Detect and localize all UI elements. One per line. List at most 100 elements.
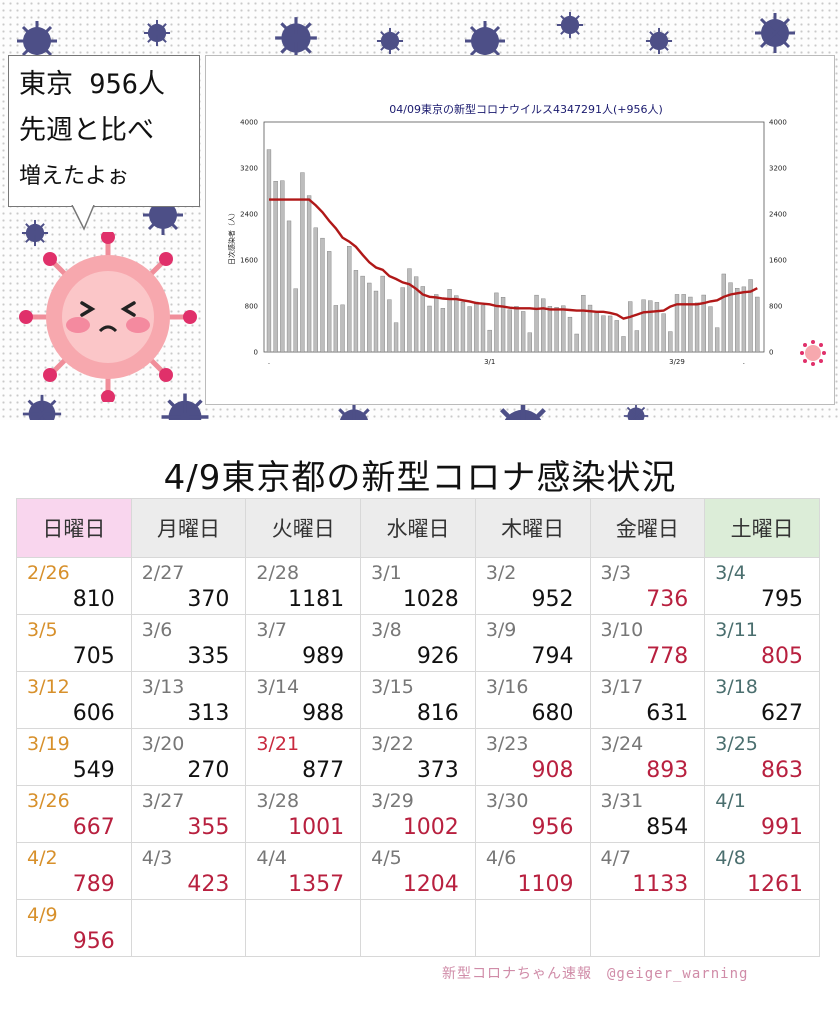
cell-value: 908	[531, 758, 574, 783]
bar	[347, 245, 352, 353]
weekday-header: 日曜日	[16, 498, 132, 558]
y-tick-label-right: 1600	[769, 257, 787, 265]
bubble-line-2: 先週と比べ	[19, 115, 154, 146]
y-axis-label: 日次感染者（人）	[227, 209, 236, 265]
bar	[527, 332, 532, 353]
day-cell: 3/7 989	[245, 614, 362, 672]
bar	[353, 270, 359, 353]
bar	[360, 275, 365, 353]
cell-value: 1204	[402, 872, 459, 897]
table-row: 4/2 789 4/3 423 4/4 1357 4/5 1204 4/6 1109 4/7 1133…	[16, 842, 820, 900]
bar	[427, 305, 432, 353]
cell-value: 794	[531, 644, 574, 669]
virus-icon	[143, 19, 171, 47]
cell-date: 3/24	[600, 733, 644, 755]
bar	[300, 172, 305, 353]
bar	[407, 268, 412, 353]
bar	[494, 292, 499, 353]
small-virus-icon	[800, 340, 826, 366]
day-cell: 3/28 1001	[245, 785, 362, 843]
virus-icon	[275, 17, 317, 59]
day-cell: 3/15 816	[360, 671, 476, 729]
day-cell: 4/2 789	[16, 842, 132, 900]
bar	[367, 282, 372, 353]
bar	[273, 181, 278, 353]
cell-value: 370	[187, 587, 230, 612]
status-table-panel: 4/9東京都の新型コロナ感染状況 日曜日 月曜日 火曜日 水曜日 木曜日 金曜日 土曜日 2…	[0, 420, 840, 1024]
virus-icon	[376, 27, 404, 55]
day-cell: 3/13 313	[130, 671, 247, 729]
weekday-header: 火曜日	[245, 498, 362, 558]
cell-date: 4/9	[27, 904, 58, 926]
day-cell: 4/9 956	[16, 899, 132, 957]
bar	[694, 302, 700, 353]
day-cell	[474, 899, 591, 957]
cell-value: 313	[187, 701, 230, 726]
y-tick-label-left: 800	[245, 303, 258, 311]
day-cell: 3/23 908	[474, 728, 591, 786]
bar	[628, 301, 633, 353]
day-cell: 4/7 1133	[589, 842, 706, 900]
bar	[500, 297, 506, 353]
cell-value: 736	[646, 587, 689, 612]
bar	[420, 286, 425, 353]
cell-date: 3/9	[485, 619, 517, 641]
weekday-header: 土曜日	[704, 498, 820, 558]
cell-value: 549	[72, 758, 115, 783]
bar	[434, 294, 439, 353]
bar	[373, 290, 379, 353]
bar	[668, 331, 673, 353]
weekday-header: 木曜日	[474, 498, 591, 558]
bar	[755, 296, 760, 353]
cell-value: 893	[646, 758, 689, 783]
y-tick-label-left: 1600	[240, 257, 258, 265]
table-row: 4/9 956	[16, 899, 820, 957]
cell-date: 3/18	[715, 676, 758, 698]
day-cell	[704, 899, 820, 957]
table-row: 3/12 606 3/13 313 3/14 988 3/15 816 3/16 680 3/17 6…	[16, 671, 820, 729]
day-cell: 3/22 373	[360, 728, 476, 786]
day-cell: 3/2 952	[474, 557, 591, 615]
day-cell: 3/30 956	[474, 785, 591, 843]
cell-date: 3/8	[371, 619, 402, 641]
bar	[701, 294, 706, 353]
cell-date: 4/2	[27, 847, 58, 869]
cell-value: 926	[416, 644, 459, 669]
bar	[547, 306, 553, 353]
bar	[554, 307, 559, 353]
bar	[654, 302, 660, 353]
bar	[387, 299, 392, 353]
cell-value: 1002	[402, 815, 459, 840]
day-cell: 3/25 863	[704, 728, 820, 786]
cell-value: 355	[187, 815, 230, 840]
virus-icon	[556, 11, 584, 39]
day-cell: 3/26 667	[16, 785, 132, 843]
cell-value: 423	[187, 872, 230, 897]
day-cell: 3/29 1002	[360, 785, 476, 843]
bar	[708, 306, 713, 353]
cell-value: 956	[531, 815, 574, 840]
weekday-header: 水曜日	[360, 498, 476, 558]
day-cell: 4/6 1109	[474, 842, 591, 900]
bar	[313, 227, 318, 353]
bar	[534, 294, 539, 353]
bar	[487, 329, 492, 353]
bar	[607, 315, 613, 353]
bar	[661, 313, 666, 353]
cell-value: 778	[646, 644, 689, 669]
cell-value: 1133	[632, 872, 689, 897]
x-tick-label: .	[268, 358, 270, 366]
day-cell: 3/27 355	[130, 785, 247, 843]
cell-date: 4/3	[141, 847, 173, 869]
day-cell: 2/28 1181	[245, 557, 362, 615]
virus-icon	[755, 13, 795, 53]
day-cell: 3/5 705	[16, 614, 132, 672]
cell-date: 2/27	[141, 562, 185, 584]
cell-date: 3/19	[27, 733, 70, 755]
cell-value: 810	[72, 587, 115, 612]
bar	[413, 276, 419, 353]
virus-icon	[21, 219, 49, 247]
cell-value: 705	[72, 644, 115, 669]
bar	[333, 305, 339, 353]
cell-value: 606	[72, 701, 115, 726]
